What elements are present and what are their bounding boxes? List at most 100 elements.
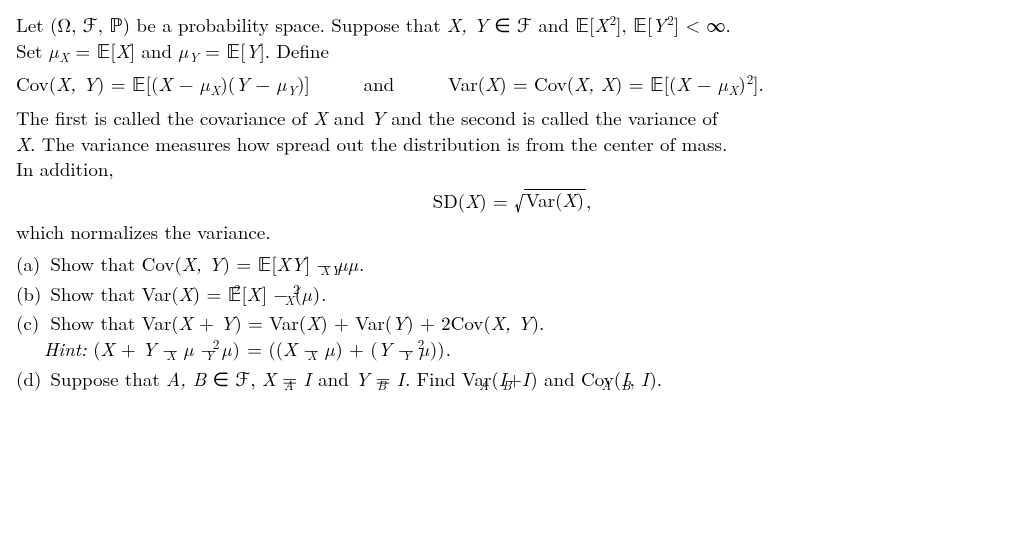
text: ]. <box>753 70 764 97</box>
mu: µ <box>222 335 232 362</box>
mu: µ <box>302 280 312 307</box>
comma: , <box>586 187 591 214</box>
text: )( <box>220 70 235 97</box>
text: Var( <box>525 186 562 213</box>
var: I <box>397 365 404 392</box>
item-c: (c) Show that Var(X + Y) = Var(X) + Var(… <box>16 310 1008 361</box>
var: Y <box>355 365 369 392</box>
var: Y <box>392 309 406 336</box>
var-fn: Var( <box>448 70 485 97</box>
var: Y <box>220 309 234 336</box>
var: X <box>465 187 479 214</box>
var: X <box>563 186 577 213</box>
mu: µ <box>49 37 59 64</box>
var: X <box>283 335 297 362</box>
sd-equation: SD(X) = √Var(X), <box>16 188 1008 214</box>
var: Y <box>142 335 156 362</box>
item-a: (a) Show that Cov(X, Y) = 𝔼[XY] − µXµY. <box>16 251 1008 277</box>
text: Suppose that <box>44 365 166 392</box>
item-d: (d) Suppose that A, B ∈ ℱ, X = IA and Y … <box>16 366 1008 392</box>
text: ) + Var( <box>320 309 392 336</box>
mu: µ <box>277 70 287 97</box>
var: I <box>641 365 648 392</box>
var: Y <box>652 11 666 38</box>
exp: 2 <box>747 70 754 88</box>
text: Let (Ω, ℱ, ℙ) be a probability space. Su… <box>16 11 447 38</box>
var: X, Y <box>182 250 223 277</box>
text: Set <box>16 37 49 64</box>
radical-icon: √ <box>514 191 524 213</box>
var: XY <box>277 250 305 277</box>
var: I <box>522 365 529 392</box>
sub: X <box>729 81 739 99</box>
text: ) + ( <box>335 335 377 362</box>
text: ) = 𝔼[ <box>223 250 277 277</box>
text: Show that Var( <box>44 280 179 307</box>
text: )] <box>297 70 310 97</box>
text: − <box>172 70 199 97</box>
text: and the second is called the variance of <box>385 104 718 131</box>
var: X <box>485 70 499 97</box>
exp: 2 <box>667 11 674 29</box>
text: Show that Cov( <box>44 250 182 277</box>
text: ], 𝔼[ <box>616 11 652 38</box>
var: Y <box>371 104 385 131</box>
text: In addition, <box>16 155 114 182</box>
var: X <box>179 309 193 336</box>
item-label-b: (b) <box>16 281 44 307</box>
item-label-a: (a) <box>16 251 44 277</box>
text: . <box>359 250 364 277</box>
text: = 𝔼[ <box>199 37 246 64</box>
text: Show that Var( <box>44 309 179 336</box>
text: . <box>321 280 326 307</box>
item-label-d: (d) <box>16 366 44 392</box>
text: ) + 2Cov( <box>406 309 490 336</box>
var: Y <box>235 70 249 97</box>
mu: µ <box>178 37 188 64</box>
explanation-paragraph: The first is called the covariance of X … <box>16 105 1008 182</box>
normalize-paragraph: which normalizes the variance. <box>16 219 1008 245</box>
text: The first is called the covariance of <box>16 104 313 131</box>
var: X, Y <box>56 70 97 97</box>
text: ) = 𝔼[( <box>97 70 158 97</box>
item-label-c: (c) <box>16 310 44 336</box>
text: = (( <box>241 335 283 362</box>
text: . <box>446 335 451 362</box>
var: X, Y <box>491 309 532 336</box>
exp: 2 <box>610 11 617 29</box>
text: ) = Var( <box>234 309 306 336</box>
text: and <box>328 104 371 131</box>
item-b: (b) Show that Var(X) = 𝔼[X2] − (µX)2. <box>16 281 1008 307</box>
text: − <box>249 70 276 97</box>
var: X <box>247 280 261 307</box>
text: − <box>691 70 718 97</box>
mu: µ <box>718 70 728 97</box>
text: ) = 𝔼[( <box>615 70 676 97</box>
text: ∈ ℱ, <box>206 365 262 392</box>
text: ) = <box>479 187 514 214</box>
text: ) = Cov( <box>499 70 574 97</box>
var: X <box>16 130 30 157</box>
text: + <box>115 335 142 362</box>
var: X <box>676 70 690 97</box>
text: ( <box>87 335 101 362</box>
var: X, Y <box>447 11 488 38</box>
and-separator: and <box>364 70 395 97</box>
text: , <box>629 365 641 392</box>
var: Y <box>378 335 392 362</box>
text: ] < ∞. <box>674 11 731 38</box>
sd: SD( <box>433 187 465 214</box>
text: ). <box>532 309 545 336</box>
sub: Y <box>287 81 297 99</box>
var: I <box>304 365 311 392</box>
var: A, B <box>166 365 206 392</box>
sub: Y <box>189 48 199 66</box>
hint-label: Hint: <box>44 335 87 362</box>
definition-equation: Cov(X, Y) = 𝔼[(X − µX)(Y − µY)] and Var(… <box>16 71 1008 97</box>
sub: X <box>211 81 221 99</box>
var: X <box>594 11 608 38</box>
sub: X <box>59 48 69 66</box>
mu: µ <box>200 70 210 97</box>
mu: µ <box>325 335 335 362</box>
text: . The variance measures how spread out t… <box>30 130 727 157</box>
